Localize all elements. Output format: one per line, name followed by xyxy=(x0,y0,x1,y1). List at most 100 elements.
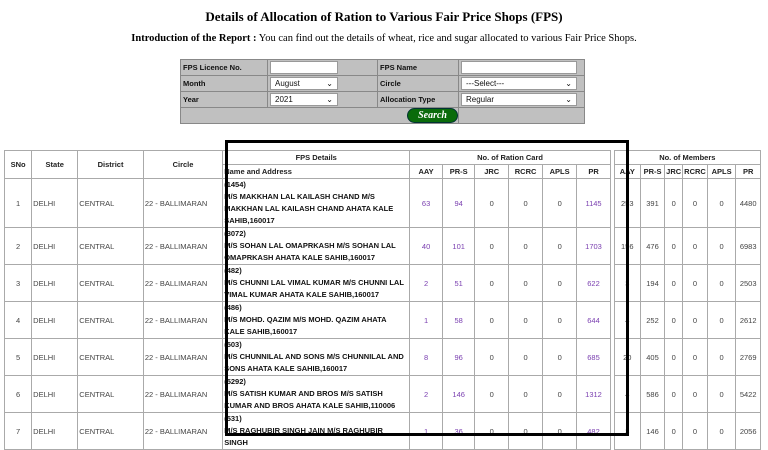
member-count: 4480 xyxy=(735,178,761,228)
member-count: 0 xyxy=(706,338,737,376)
ration-card-count: 0 xyxy=(542,178,578,228)
member-count: 253 xyxy=(613,178,641,228)
ration-col-rcrc: RCRC xyxy=(508,164,544,179)
ration-card-count[interactable]: 8 xyxy=(409,338,443,376)
table-row: 1 DELHI CENTRAL 22 - BALLIMARAN (1454) M/… xyxy=(3,178,761,228)
ration-card-count[interactable]: 51 xyxy=(441,264,476,302)
ration-card-count: 0 xyxy=(508,178,544,228)
ration-card-count[interactable]: 1 xyxy=(409,412,443,450)
member-count: 0 xyxy=(706,227,737,265)
member-count: 0 xyxy=(664,375,684,413)
chevron-down-icon: ⌄ xyxy=(326,79,333,88)
fps-details: (5292) M/S SATISH KUMAR AND BROS M/S SATI… xyxy=(222,375,411,413)
ration-card-count[interactable]: 63 xyxy=(409,178,443,228)
ration-card-count: 0 xyxy=(542,227,578,265)
ration-card-count: 0 xyxy=(474,375,510,413)
member-count: 4 xyxy=(613,301,641,339)
member-count: 0 xyxy=(664,227,684,265)
member-count: 0 xyxy=(664,338,684,376)
member-count: 0 xyxy=(682,227,708,265)
ration-card-count: 0 xyxy=(474,227,510,265)
month-label: Month xyxy=(180,75,268,92)
chevron-down-icon: ⌄ xyxy=(565,79,572,88)
member-count: 391 xyxy=(639,178,666,228)
fps-details: (531) M/S RAGHUBIR SINGH JAIN M/S RAGHUBI… xyxy=(222,412,411,450)
allocation-table: SNo State District Circle FPS Details No… xyxy=(3,150,762,450)
member-count: 0 xyxy=(706,264,737,302)
ration-card-count[interactable]: 40 xyxy=(409,227,443,265)
ration-card-count[interactable]: 146 xyxy=(441,375,476,413)
licence-label: FPS Licence No. xyxy=(180,59,268,76)
ration-col-aay: AAY xyxy=(409,164,443,179)
member-count: 2612 xyxy=(735,301,761,339)
member-count: 0 xyxy=(682,375,708,413)
ration-card-count[interactable]: 644 xyxy=(576,301,611,339)
ration-card-count: 0 xyxy=(508,412,544,450)
ration-card-count[interactable]: 2 xyxy=(409,264,443,302)
member-count: 0 xyxy=(682,264,708,302)
ration-card-count[interactable]: 94 xyxy=(441,178,476,228)
ration-card-count: 0 xyxy=(474,338,510,376)
ration-card-count: 0 xyxy=(508,375,544,413)
member-count: 2503 xyxy=(735,264,761,302)
ration-card-count[interactable]: 1312 xyxy=(576,375,611,413)
fps-name-input[interactable] xyxy=(461,61,577,74)
fps-details: (1454) M/S MAKKHAN LAL KAILASH CHAND M/S … xyxy=(222,178,411,228)
ration-card-count: 0 xyxy=(542,338,578,376)
ration-card-count[interactable]: 1 xyxy=(409,301,443,339)
member-count: 3 xyxy=(613,412,641,450)
ration-card-count[interactable]: 36 xyxy=(441,412,476,450)
allocation-type-label: Allocation Type xyxy=(377,91,459,108)
members-col-pr-s: PR-S xyxy=(639,164,666,179)
member-count: 0 xyxy=(706,301,737,339)
fps-details: (3072) M/S SOHAN LAL OMAPRKASH M/S SOHAN … xyxy=(222,227,411,265)
ration-card-count[interactable]: 96 xyxy=(441,338,476,376)
member-count: 0 xyxy=(664,264,684,302)
member-count: 2769 xyxy=(735,338,761,376)
ration-card-count: 0 xyxy=(542,301,578,339)
licence-input[interactable] xyxy=(270,61,338,74)
ration-card-count[interactable]: 101 xyxy=(441,227,476,265)
fps-details: (503) M/S CHUNNILAL AND SONS M/S CHUNNILA… xyxy=(222,338,411,376)
member-count: 0 xyxy=(664,178,684,228)
members-col-aay: AAY xyxy=(613,164,641,179)
ration-card-count: 0 xyxy=(508,227,544,265)
member-count: 0 xyxy=(664,301,684,339)
search-button[interactable]: Search xyxy=(407,108,458,123)
member-count: 0 xyxy=(682,178,708,228)
table-row: 2 DELHI CENTRAL 22 - BALLIMARAN (3072) M/… xyxy=(3,227,761,265)
ration-card-count: 0 xyxy=(474,178,510,228)
month-select[interactable]: August ⌄ xyxy=(270,77,338,90)
ration-card-count[interactable]: 482 xyxy=(576,412,611,450)
table-row: 5 DELHI CENTRAL 22 - BALLIMARAN (503) M/S… xyxy=(3,338,761,376)
member-count: 0 xyxy=(664,412,684,450)
fps-details: (486) M/S MOHD. QAZIM M/S MOHD. QAZIM AHA… xyxy=(222,301,411,339)
allocation-type-select[interactable]: Regular ⌄ xyxy=(461,93,577,106)
ration-card-count[interactable]: 58 xyxy=(441,301,476,339)
member-count: 146 xyxy=(639,412,666,450)
ration-card-count[interactable]: 622 xyxy=(576,264,611,302)
circle-select[interactable]: ---Select--- ⌄ xyxy=(461,77,577,90)
member-count: 5422 xyxy=(735,375,761,413)
ration-card-count: 0 xyxy=(474,264,510,302)
member-count: 0 xyxy=(706,178,737,228)
member-count: 20 xyxy=(613,338,641,376)
chevron-down-icon: ⌄ xyxy=(326,95,333,104)
ration-card-count: 0 xyxy=(542,412,578,450)
page-title: Details of Allocation of Ration to Vario… xyxy=(205,9,563,24)
table-row: 6 DELHI CENTRAL 22 - BALLIMARAN (5292) M/… xyxy=(3,375,761,413)
ration-card-count: 0 xyxy=(508,264,544,302)
member-count: 6983 xyxy=(735,227,761,265)
ration-card-count: 0 xyxy=(474,301,510,339)
year-select[interactable]: 2021 ⌄ xyxy=(270,93,338,106)
member-count: 2056 xyxy=(735,412,761,450)
member-count: 0 xyxy=(682,338,708,376)
circle-label: Circle xyxy=(377,75,459,92)
ration-col-apls: APLS xyxy=(542,164,578,179)
ration-col-jrc: JRC xyxy=(474,164,510,179)
members-col-jrc: JRC xyxy=(664,164,684,179)
ration-card-count[interactable]: 685 xyxy=(576,338,611,376)
ration-card-count[interactable]: 2 xyxy=(409,375,443,413)
ration-card-count[interactable]: 1703 xyxy=(576,227,611,265)
ration-card-count[interactable]: 1145 xyxy=(576,178,611,228)
